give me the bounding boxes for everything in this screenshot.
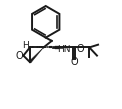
Text: O: O (70, 57, 78, 67)
Text: O: O (77, 44, 84, 54)
Polygon shape (29, 47, 44, 63)
Text: HN: HN (57, 45, 71, 54)
Text: O: O (15, 51, 23, 61)
Text: H: H (22, 42, 28, 50)
